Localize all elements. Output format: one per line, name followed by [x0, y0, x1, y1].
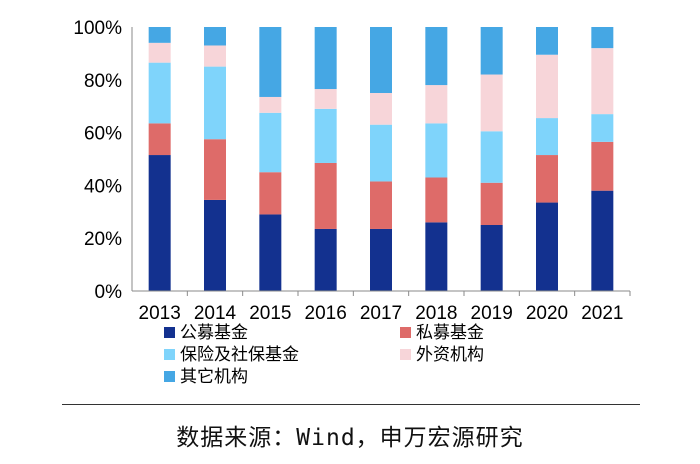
bar-segment	[591, 48, 614, 115]
y-tick-label: 20%	[84, 229, 122, 250]
legend-label: 私募基金	[416, 323, 484, 343]
x-tick-label: 2014	[194, 303, 237, 324]
bar-segment	[370, 93, 392, 125]
x-tick-label: 2020	[526, 303, 568, 324]
bar-segment	[536, 54, 558, 119]
legend-label: 其它机构	[180, 367, 248, 387]
bar-segment	[480, 74, 503, 132]
bar-segment	[259, 27, 282, 97]
bar-segment	[204, 139, 226, 200]
bars	[148, 27, 614, 291]
bar-segment	[536, 118, 558, 156]
bar-segment	[591, 190, 614, 291]
bar-segment	[370, 228, 392, 291]
bar-segment	[259, 112, 282, 173]
bar-segment	[480, 27, 503, 75]
legend-label: 外资机构	[416, 345, 484, 365]
y-tick-labels: 0% 20% 40% 60% 80% 100%	[73, 18, 122, 303]
bar-segment	[148, 62, 171, 124]
bar-segment	[480, 225, 503, 291]
bar-segment	[204, 27, 226, 46]
bar-segment	[204, 45, 226, 67]
bar-segment	[259, 214, 282, 291]
bar-segment	[370, 27, 392, 93]
x-tick-label: 2016	[305, 303, 347, 324]
bar-segment	[148, 42, 171, 63]
x-tick-labels: 2013 2014 2015 2016 2017 2018 2019 2020 2021	[139, 291, 631, 324]
y-tick-label: 40%	[84, 176, 122, 197]
legend-label: 公募基金	[180, 323, 248, 343]
bar-segment	[425, 123, 448, 178]
y-tick-label: 60%	[84, 124, 122, 145]
legend-swatch	[400, 327, 411, 338]
legend-label: 保险及社保基金	[180, 345, 299, 365]
bar-segment	[425, 85, 448, 124]
bar-segment	[148, 123, 171, 156]
x-tick-label: 2015	[249, 303, 291, 324]
legend-swatch	[164, 371, 175, 382]
bar-segment	[591, 114, 614, 142]
axes	[131, 27, 630, 292]
x-tick-label: 2018	[415, 303, 457, 324]
bar-segment	[591, 141, 614, 191]
bar-segment	[480, 182, 503, 225]
x-tick-label: 2021	[581, 303, 623, 324]
legend-swatch	[400, 349, 411, 360]
bar-segment	[259, 96, 282, 113]
bar-segment	[370, 124, 392, 182]
bar-segment	[536, 27, 558, 55]
bar-segment	[425, 177, 448, 223]
stacked-bar-chart: 0%20%40%60%80%100% 2013 2014 2015 2016 2017 2…	[73, 18, 631, 387]
y-tick-label: 0%	[95, 282, 123, 303]
bar-segment	[148, 27, 171, 43]
bar-segment	[204, 66, 226, 140]
bar-segment	[148, 155, 171, 291]
x-tick-label: 2013	[139, 303, 181, 324]
bar-segment	[314, 108, 337, 163]
bar-segment	[536, 202, 558, 291]
bar-segment	[314, 162, 337, 229]
bar-segment	[370, 181, 392, 229]
bar-segment	[314, 89, 337, 109]
bar-segment	[314, 228, 337, 291]
y-tick-label: 100%	[73, 18, 122, 39]
bar-segment	[425, 27, 448, 86]
source-note: 数据来源：Wind，申万宏源研究	[176, 425, 524, 451]
bar-segment	[536, 155, 558, 203]
y-tick-label: 80%	[84, 71, 122, 92]
bar-segment	[425, 222, 448, 291]
source-divider	[62, 404, 640, 405]
legend-swatch	[164, 349, 175, 360]
x-tick-label: 2019	[471, 303, 513, 324]
x-tick-label: 2017	[360, 303, 402, 324]
bar-segment	[259, 172, 282, 215]
bar-segment	[314, 27, 337, 90]
bar-segment	[480, 131, 503, 183]
bar-segment	[204, 199, 226, 291]
legend-swatch	[164, 327, 175, 338]
bar-segment	[591, 27, 614, 49]
